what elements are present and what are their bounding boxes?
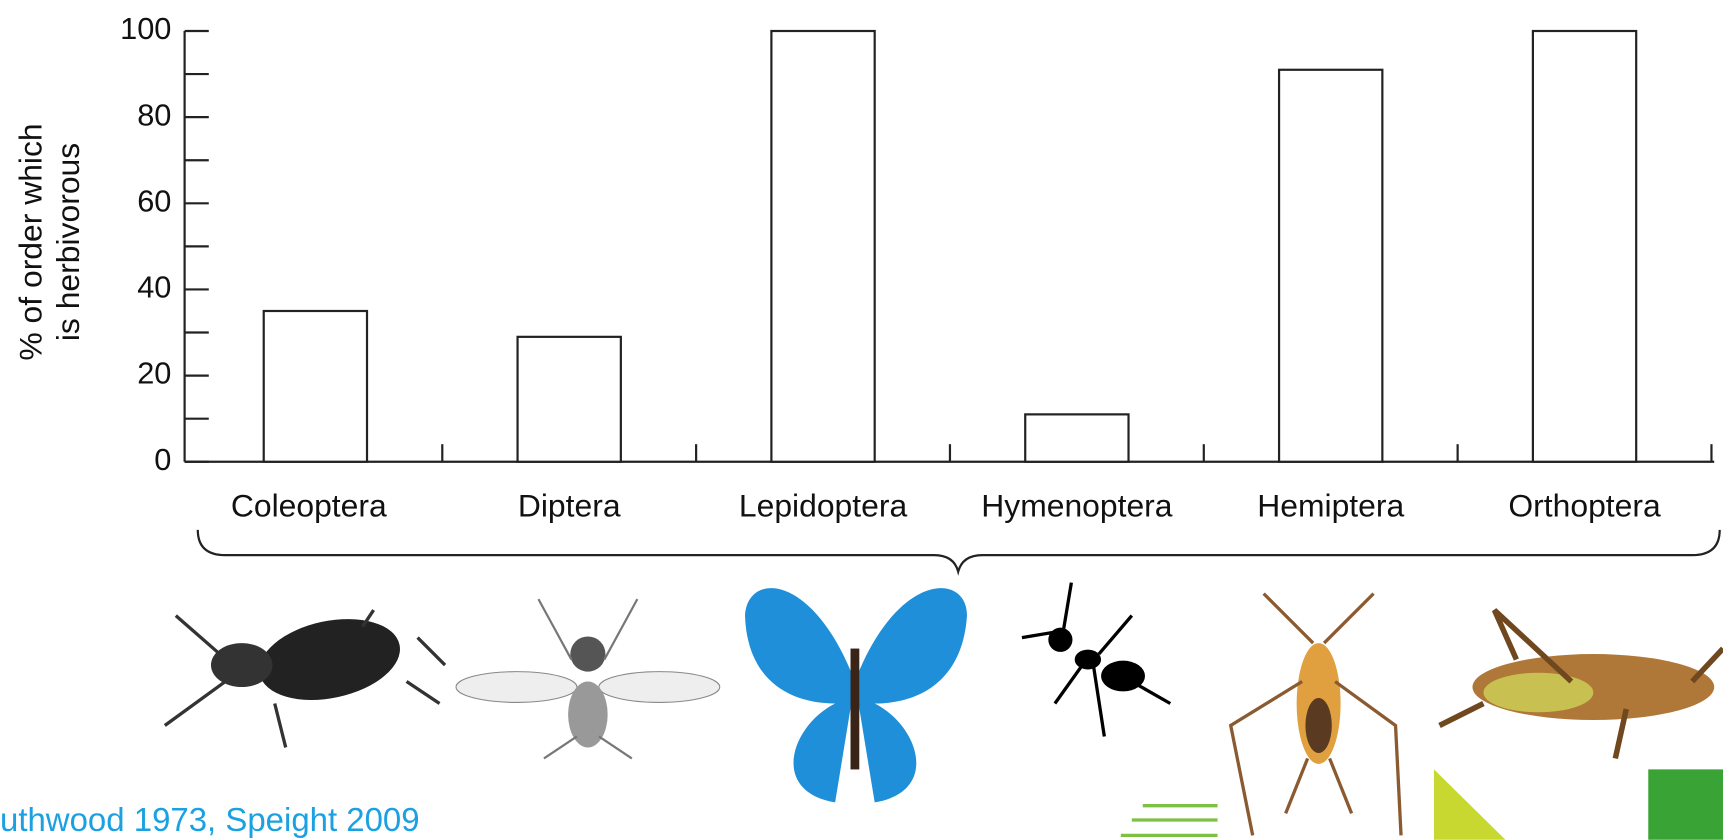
x-tick-label: Hymenoptera xyxy=(981,487,1173,523)
fly xyxy=(456,599,720,758)
y-label-line: is herbivorous xyxy=(50,143,86,341)
decor xyxy=(1121,769,1723,839)
beetle xyxy=(165,607,445,747)
x-tick-label: Lepidoptera xyxy=(739,487,908,523)
insect-images xyxy=(165,583,1723,836)
bar xyxy=(1025,414,1128,461)
brace xyxy=(198,530,1720,572)
y-tick-label: 80 xyxy=(137,97,171,132)
y-axis-title: % of order which is herbivorous xyxy=(12,123,85,360)
y-tick-label: 60 xyxy=(137,183,171,218)
bar xyxy=(771,31,874,462)
y-tick-label: 100 xyxy=(120,11,171,46)
butterfly xyxy=(745,588,967,802)
bug xyxy=(1231,594,1401,836)
citation: uthwood 1973, Speight 2009 xyxy=(0,801,420,838)
x-tick-label: Orthoptera xyxy=(1508,487,1661,523)
x-tick-label: Diptera xyxy=(518,487,621,523)
bar xyxy=(264,311,367,462)
slide: % of order which is herbivorous xyxy=(0,0,1723,840)
ant xyxy=(1022,583,1170,737)
bar xyxy=(1533,31,1636,462)
x-tick-label: Hemiptera xyxy=(1257,487,1404,523)
y-label-line: % of order which xyxy=(12,123,48,360)
bar xyxy=(1279,70,1382,462)
x-tick-label: Coleoptera xyxy=(231,487,387,523)
y-tick-label: 20 xyxy=(137,356,171,391)
grasshopper xyxy=(1439,610,1723,758)
y-tick-label: 0 xyxy=(154,442,171,477)
y-tick-label: 40 xyxy=(137,270,171,305)
bar xyxy=(518,337,621,462)
